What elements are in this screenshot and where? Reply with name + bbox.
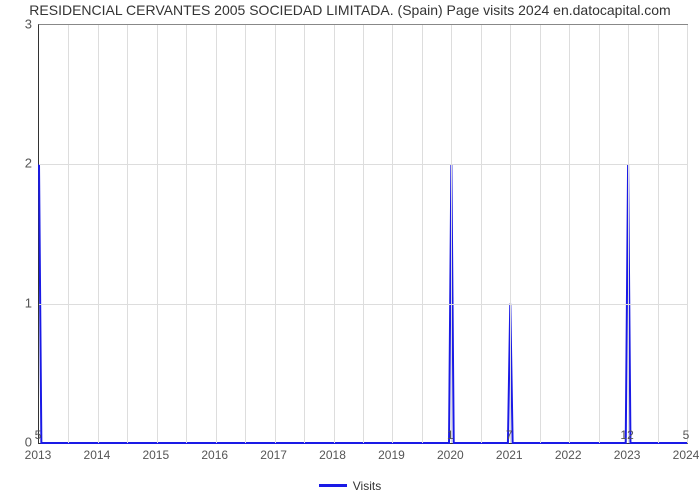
x-tick-label: 2019 [378,448,405,462]
gridline-vertical [569,25,570,443]
data-point-label: 7 [506,428,513,442]
gridline-vertical-minor [304,25,305,443]
gridline-vertical-minor [658,25,659,443]
y-tick-label: 3 [6,17,32,32]
legend: Visits [0,478,700,493]
x-tick-label: 2013 [25,448,52,462]
gridline-vertical-minor [540,25,541,443]
gridline-vertical [510,25,511,443]
gridline-vertical [334,25,335,443]
chart-container: { "chart": { "type": "line", "title": "R… [0,0,700,500]
x-tick-label: 2023 [614,448,641,462]
x-tick-label: 2014 [84,448,111,462]
chart-title: RESIDENCIAL CERVANTES 2005 SOCIEDAD LIMI… [0,2,700,18]
gridline-vertical [392,25,393,443]
gridline-vertical-minor [127,25,128,443]
data-point-label: 1 [447,428,454,442]
gridline-vertical [216,25,217,443]
y-tick-label: 2 [6,156,32,171]
x-tick-label: 2022 [555,448,582,462]
y-tick-label: 1 [6,295,32,310]
gridline-vertical-minor [422,25,423,443]
x-tick-label: 2016 [201,448,228,462]
gridline-vertical [98,25,99,443]
data-point-label: 12 [620,428,633,442]
x-tick-label: 2015 [142,448,169,462]
gridline-vertical [628,25,629,443]
gridline-vertical [157,25,158,443]
gridline-vertical-minor [599,25,600,443]
data-point-label: 5 [683,428,690,442]
x-tick-label: 2017 [260,448,287,462]
legend-label: Visits [353,479,381,493]
x-tick-label: 2018 [319,448,346,462]
x-tick-label: 2021 [496,448,523,462]
x-tick-label: 2020 [437,448,464,462]
gridline-vertical-minor [481,25,482,443]
gridline-vertical [275,25,276,443]
data-point-label: 5 [35,428,42,442]
gridline-vertical-minor [245,25,246,443]
gridline-vertical-minor [68,25,69,443]
gridline-vertical [451,25,452,443]
gridline-vertical-minor [363,25,364,443]
plot-area [38,24,688,444]
legend-swatch [319,484,347,487]
x-tick-label: 2024 [673,448,700,462]
gridline-vertical-minor [186,25,187,443]
gridline-vertical [687,25,688,443]
